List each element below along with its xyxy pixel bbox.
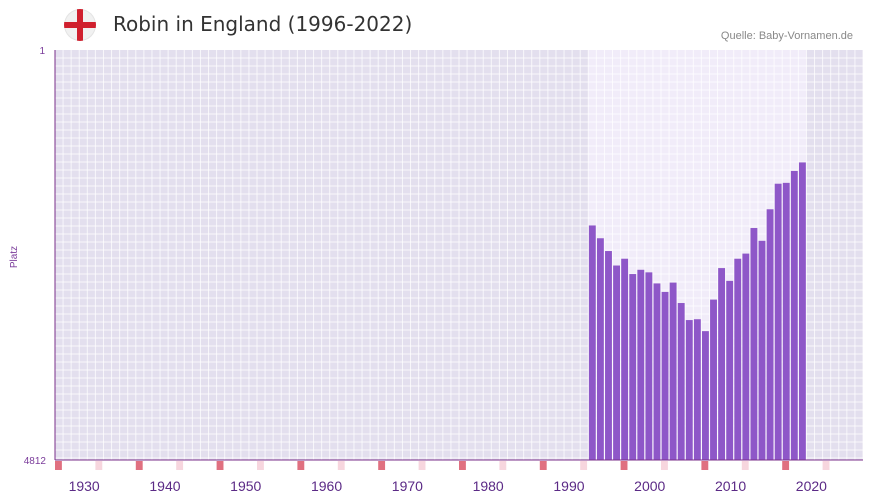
grid-lines (54, 50, 864, 460)
decade-marker (701, 461, 709, 470)
x-tick-1930: 1930 (69, 478, 100, 494)
y-tick-bottom: 4812 (24, 456, 47, 467)
x-tick-2010: 2010 (715, 478, 746, 494)
decade-marker (580, 461, 588, 470)
decade-marker (661, 461, 668, 470)
decade-marker (822, 461, 830, 470)
x-tick-1990: 1990 (553, 478, 584, 494)
bar-2012 (734, 258, 742, 460)
bar-2015 (758, 240, 766, 460)
bar-1999 (629, 274, 637, 460)
bar-1997 (613, 265, 620, 460)
decade-marker (782, 461, 790, 470)
decade-marker (55, 461, 62, 470)
bar-2019 (790, 170, 798, 460)
x-tick-1960: 1960 (311, 478, 342, 494)
bar-2018 (782, 182, 790, 460)
bar-2010 (718, 268, 726, 460)
x-tick-1950: 1950 (230, 478, 261, 494)
bar-2002 (653, 283, 661, 460)
decade-marker (539, 461, 547, 470)
bar-2004 (669, 282, 677, 460)
chart-header: Robin in England (1996-2022) Quelle: Bab… (0, 0, 873, 50)
decade-marker (95, 461, 103, 470)
y-tick-top: 1 (39, 46, 45, 57)
bar-2016 (766, 209, 774, 460)
bar-1996 (605, 251, 612, 460)
bar-2001 (645, 272, 653, 460)
x-tick-2000: 2000 (634, 478, 665, 494)
bar-2007 (693, 319, 701, 460)
decade-marker (216, 461, 224, 470)
decade-marker (418, 461, 426, 470)
bar-2000 (637, 269, 645, 460)
decade-marker (620, 461, 628, 470)
decade-markers (55, 461, 830, 470)
decade-marker (459, 461, 466, 470)
decade-marker (297, 461, 305, 470)
source-credit: Quelle: Baby-Vornamen.de (720, 30, 853, 42)
decade-marker (176, 461, 184, 470)
bar-2003 (661, 291, 669, 460)
england-flag-icon (64, 9, 96, 41)
decade-marker (499, 461, 507, 470)
decade-marker (337, 461, 345, 470)
x-tick-1970: 1970 (392, 478, 423, 494)
bar-2006 (685, 320, 693, 460)
bar-2009 (710, 299, 717, 460)
bar-2020 (798, 162, 806, 460)
decade-marker (741, 461, 749, 470)
bar-2017 (774, 183, 782, 460)
decade-marker (135, 461, 143, 470)
bar-2005 (677, 303, 685, 460)
bar-2013 (742, 253, 750, 460)
x-tick-2020: 2020 (796, 478, 827, 494)
bar-series (588, 162, 806, 460)
y-axis-label: Platz (9, 246, 20, 268)
bar-1998 (621, 258, 629, 460)
x-tick-labels: 1930 1940 1950 1960 1970 1980 1990 2000 2010 2020 (69, 478, 828, 494)
x-tick-1980: 1980 (473, 478, 504, 494)
chart-title: Robin in England (1996-2022) (113, 12, 413, 36)
decade-marker (378, 461, 386, 470)
bar-2008 (702, 331, 709, 460)
bar-1995 (596, 238, 604, 460)
bar-2014 (750, 228, 758, 460)
bar-1994 (588, 225, 596, 460)
decade-marker (257, 461, 264, 470)
x-tick-1940: 1940 (149, 478, 180, 494)
bar-2011 (726, 280, 734, 460)
